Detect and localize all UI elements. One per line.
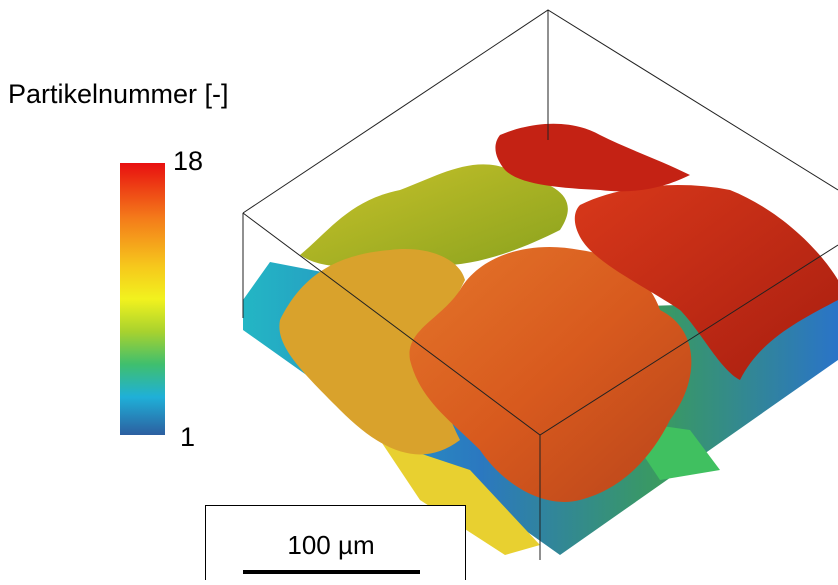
- colorbar-min: 1: [180, 422, 195, 452]
- colorbar-title: Partikelnummer [-]: [8, 79, 229, 109]
- colorbar: Partikelnummer [-] 18 1: [8, 79, 229, 452]
- rendering: [243, 10, 838, 560]
- colorbar-gradient: [120, 163, 165, 435]
- scale-bar-label: 100 µm: [287, 530, 374, 560]
- figure: Partikelnummer [-] 18 1 100 µm: [0, 0, 838, 580]
- colorbar-max: 18: [173, 146, 203, 176]
- scale-bar: 100 µm: [206, 506, 466, 581]
